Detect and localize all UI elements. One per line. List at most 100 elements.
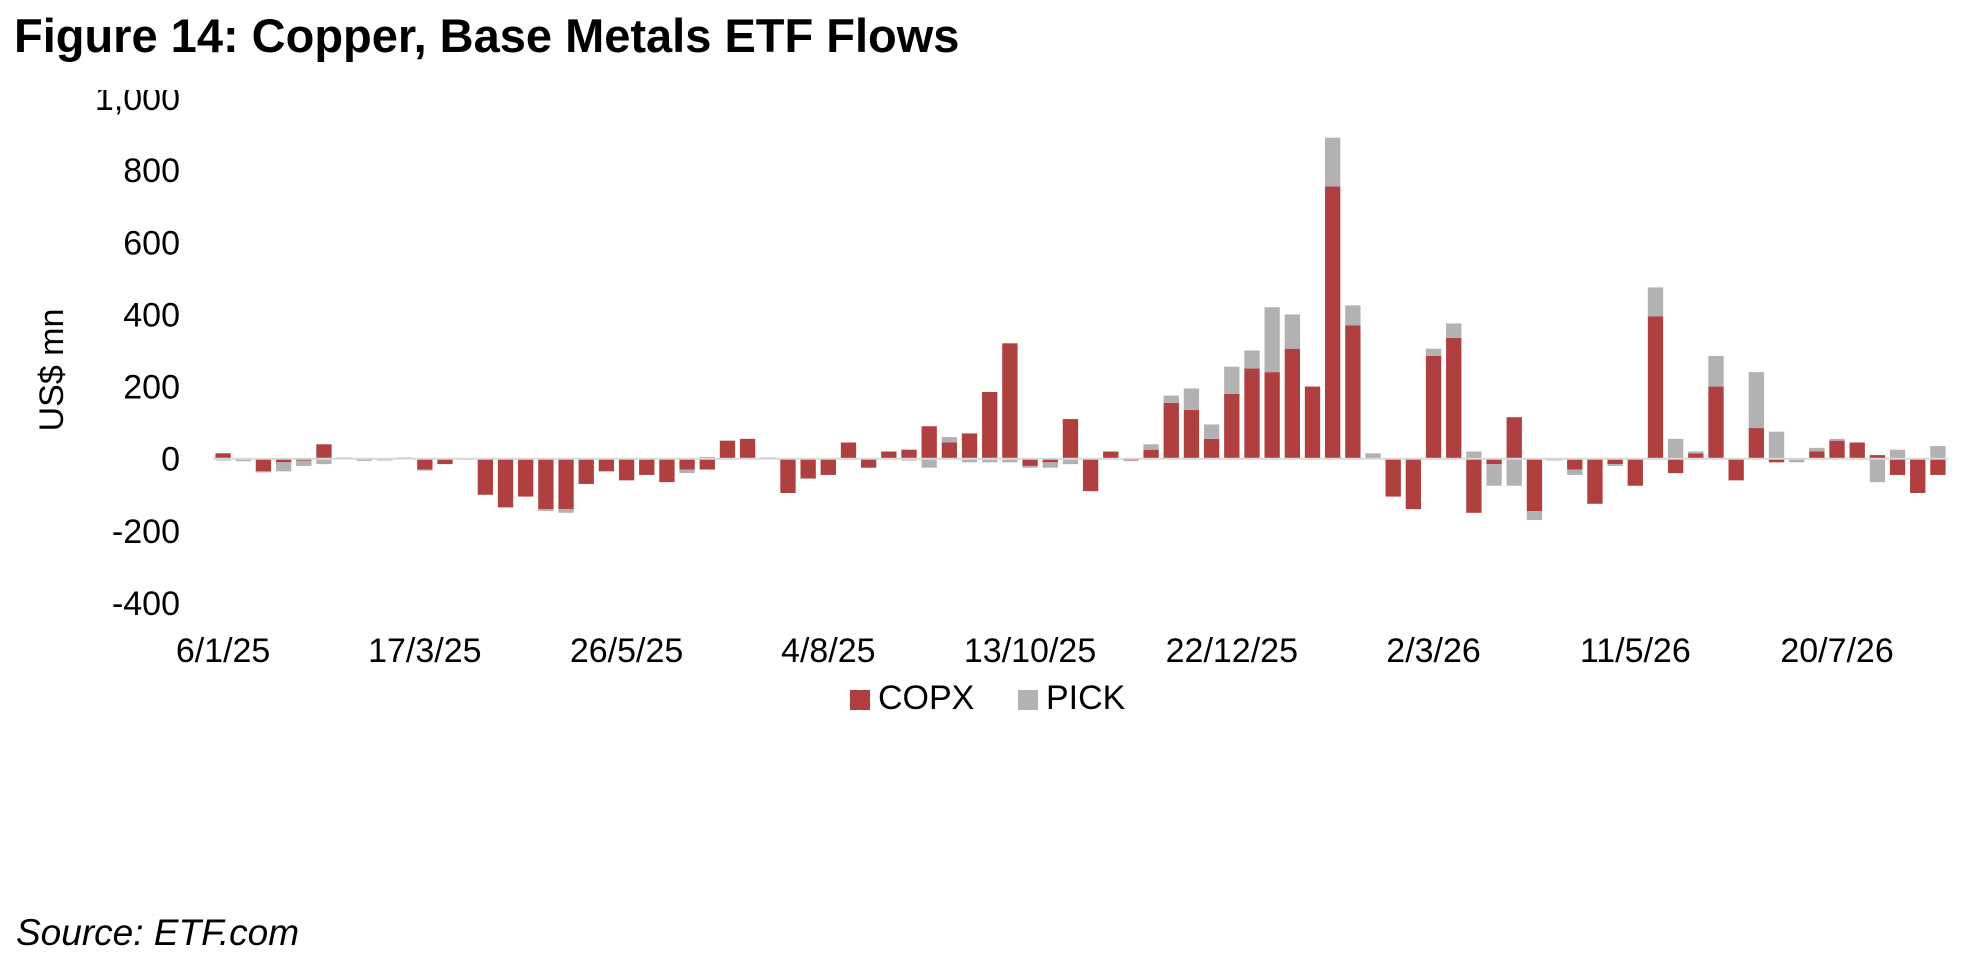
bar-pick [1466, 451, 1482, 459]
bar-pick [1062, 458, 1079, 465]
bar-copx [941, 442, 958, 459]
bar-copx [1849, 442, 1865, 459]
bar-pick [275, 462, 292, 472]
bar-pick [1022, 465, 1038, 468]
bar-copx [497, 458, 514, 508]
bar-copx [578, 458, 594, 484]
bar-copx [618, 458, 635, 481]
bar-copx [538, 458, 554, 510]
bar-copx [275, 458, 292, 463]
bar-copx [1062, 419, 1079, 459]
bar-copx [1748, 428, 1765, 459]
bar-pick [417, 469, 433, 471]
bar-pick [1667, 438, 1684, 459]
legend-swatch-copx [850, 690, 870, 710]
bar-copx [417, 458, 433, 470]
bar-copx [1889, 458, 1906, 475]
bar-copx [1930, 458, 1946, 475]
bar-pick [1688, 451, 1704, 454]
legend-swatch-pick [1018, 690, 1038, 710]
bar-copx [780, 458, 796, 493]
bar-pick [1768, 431, 1785, 459]
bar-copx [1910, 458, 1926, 493]
bar-copx [1526, 458, 1543, 512]
x-tick-label: 26/5/25 [570, 632, 683, 670]
y-tick-label: 200 [123, 369, 180, 407]
bar-pick [679, 469, 695, 474]
bar-copx [1203, 438, 1220, 459]
bar-copx [1768, 458, 1785, 463]
bar-pick [1244, 350, 1260, 369]
bar-series [215, 137, 1946, 521]
bar-copx [840, 442, 857, 459]
bar-copx [215, 453, 231, 459]
bar-copx [598, 458, 615, 472]
bar-copx [1022, 458, 1038, 466]
bar-copx [1103, 451, 1119, 459]
bar-copx [1667, 458, 1684, 474]
bar-copx [437, 458, 453, 465]
bar-pick [558, 509, 574, 513]
bar-copx [881, 451, 897, 459]
bar-copx [1042, 458, 1058, 463]
bar-copx [1183, 410, 1200, 459]
bar-pick [1163, 395, 1179, 403]
bar-copx [820, 458, 836, 475]
x-tick-label: 4/8/25 [781, 632, 876, 670]
bar-pick [1607, 464, 1623, 466]
bar-copx [1264, 372, 1280, 459]
bar-pick [1526, 511, 1543, 521]
chart-legend: COPX PICK [850, 679, 1126, 717]
bar-pick [941, 437, 958, 443]
bar-copx [1345, 325, 1361, 459]
bar-copx [1385, 458, 1401, 497]
bar-copx [1607, 458, 1623, 465]
x-tick-label: 17/3/25 [368, 632, 481, 670]
bar-pick [235, 459, 251, 462]
bar-copx [1002, 343, 1018, 459]
y-tick-label: -400 [112, 585, 180, 623]
bar-copx [1486, 458, 1502, 465]
bar-copx [316, 444, 332, 459]
bar-copx [982, 391, 998, 459]
bar-pick [1748, 372, 1765, 429]
bar-pick [1829, 438, 1845, 441]
bar-copx [1425, 355, 1442, 459]
bar-pick [982, 458, 998, 463]
y-axis-label: US$ mn [33, 309, 71, 432]
bar-copx [679, 458, 695, 470]
legend-label-pick: PICK [1046, 679, 1126, 717]
x-axis-tick-labels: 6/1/25 17/3/25 26/5/25 4/8/25 13/10/25 22/12/… [176, 632, 1894, 670]
legend-label-copx: COPX [878, 679, 974, 717]
bar-pick [1002, 458, 1018, 463]
bar-copx [1405, 458, 1422, 510]
bar-copx [1728, 458, 1744, 481]
bar-copx [719, 440, 736, 459]
bar-pick [356, 459, 372, 461]
y-tick-label: -200 [112, 513, 180, 551]
bar-pick [1183, 388, 1200, 411]
figure-title: Figure 14: Copper, Base Metals ETF Flows [14, 9, 960, 62]
bar-copx [739, 438, 756, 459]
bar-pick [1789, 458, 1805, 463]
x-tick-label: 11/5/26 [1580, 632, 1691, 670]
bar-pick [1506, 458, 1522, 486]
bar-pick [1930, 446, 1946, 459]
bar-copx [1809, 451, 1825, 459]
bar-pick [1708, 355, 1724, 387]
bar-pick [1143, 444, 1159, 450]
bar-pick [538, 509, 554, 512]
bar-pick [296, 460, 312, 466]
bar-pick [1264, 307, 1280, 373]
bar-pick [961, 458, 978, 463]
bar-copx [1304, 386, 1321, 459]
bar-copx [1869, 455, 1886, 459]
bar-copx [1244, 368, 1260, 459]
bar-copx [1446, 337, 1462, 459]
bar-pick [376, 459, 393, 461]
bar-pick [1365, 453, 1381, 459]
bar-copx [1143, 449, 1159, 459]
bar-pick [1284, 314, 1300, 349]
bar-copx [800, 458, 816, 479]
y-tick-label: 800 [123, 152, 180, 190]
